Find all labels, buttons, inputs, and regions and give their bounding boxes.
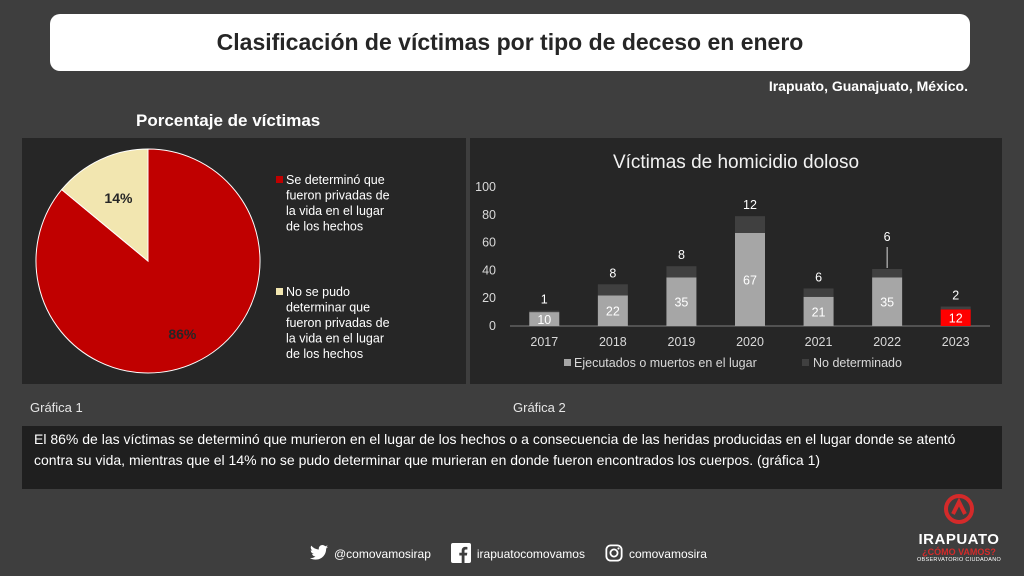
legend-swatch-2 <box>276 288 283 295</box>
bar-value-label-2017: 10 <box>537 313 551 327</box>
observatory-logo: IRAPUATO ¿CÓMO VAMOS? OBSERVATORIO CIUDA… <box>914 494 1004 572</box>
bar-top-label-2018: 8 <box>609 266 616 280</box>
figure-caption-2: Gráfica 2 <box>513 400 566 415</box>
bar-no-determinado-2019 <box>666 266 697 278</box>
bar-no-determinado-2020 <box>735 216 765 233</box>
summary-paragraph: El 86% de las víctimas se determinó que … <box>22 426 1002 489</box>
bar-no-determinado-2017 <box>529 310 560 313</box>
bar-value-label-2018: 22 <box>606 305 620 319</box>
twitter-handle: @comovamosirap <box>334 547 431 561</box>
logo-brand: IRAPUATO <box>918 531 1000 548</box>
x-tick-label: 2019 <box>668 335 696 349</box>
bar-top-label-2023: 2 <box>952 289 959 303</box>
bar-ejecutados-2023 <box>940 309 971 326</box>
bar-top-label-2022: 6 <box>884 230 891 244</box>
page-title: Clasificación de víctimas por tipo de de… <box>216 29 804 55</box>
bar-no-determinado-2018 <box>597 284 628 296</box>
pie-legend-label-2: No se pudo determinar que fueron privadas … <box>286 285 390 361</box>
legend-swatch-ejecutados <box>564 359 571 366</box>
bar-no-determinado-2022 <box>872 269 903 278</box>
bar-ejecutados-2018 <box>597 295 628 326</box>
bar-legend-label-1: Ejecutados o muertos en el lugar <box>574 356 757 370</box>
bar-value-label-2021: 21 <box>812 305 826 319</box>
legend-swatch-1 <box>276 176 283 183</box>
bar-top-label-2021: 6 <box>815 270 822 284</box>
x-tick-label: 2018 <box>599 335 627 349</box>
x-tick-label: 2020 <box>736 335 764 349</box>
bar-value-label-2019: 35 <box>674 296 688 310</box>
pie-chart-panel: 86% 14% Se determinó que fueron privadas de… <box>22 138 466 384</box>
bar-chart-title: Víctimas de homicidio doloso <box>613 152 859 173</box>
figure-caption-1: Gráfica 1 <box>30 400 83 415</box>
logo-mark-icon <box>944 494 974 524</box>
bar-top-label-2017: 1 <box>541 293 548 307</box>
facebook-icon <box>450 542 471 566</box>
instagram-icon <box>605 543 623 565</box>
bar-legend-label-2: No determinado <box>813 356 902 370</box>
facebook-handle: irapuatocomovamos <box>476 547 585 561</box>
y-tick-label: 0 <box>489 319 496 333</box>
instagram-link[interactable]: comovamosira <box>605 543 707 565</box>
location-label: Irapuato, Guanajuato, México. <box>768 78 968 94</box>
bar-ejecutados-2017 <box>529 312 560 326</box>
bar-value-label-2020: 67 <box>743 273 757 287</box>
bar-no-determinado-2021 <box>803 288 834 297</box>
social-footer: @comovamosirap irapuatocomovamos comovam… <box>310 542 717 566</box>
pie-chart-title: Porcentaje de víctimas <box>136 111 321 130</box>
twitter-icon <box>310 545 328 563</box>
instagram-handle: comovamosira <box>628 547 707 561</box>
bar-top-label-2019: 8 <box>678 248 685 262</box>
x-tick-label: 2017 <box>530 335 558 349</box>
bar-value-label-2022: 35 <box>880 296 894 310</box>
bar-no-determinado-2023 <box>940 306 971 310</box>
y-tick-label: 80 <box>482 208 496 222</box>
bar-chart-panel: Víctimas de homicidio doloso 0 20 40 60 80 100… <box>470 138 1002 384</box>
bar-chart: Víctimas de homicidio doloso 0 20 40 60 80 100… <box>475 152 990 370</box>
logo-tagline: ¿CÓMO VAMOS? <box>922 547 996 557</box>
pie-chart: 86% 14% Se determinó que fueron privadas de… <box>35 148 390 374</box>
legend-swatch-no-determinado <box>802 359 809 366</box>
bar-ejecutados-2022 <box>872 277 903 326</box>
y-tick-label: 20 <box>482 291 496 305</box>
bar-ejecutados-2019 <box>666 277 697 326</box>
bar-ejecutados-2021 <box>803 296 834 326</box>
x-tick-label: 2021 <box>805 335 833 349</box>
pie-data-label-2: 14% <box>104 190 133 206</box>
y-tick-label: 100 <box>475 180 496 194</box>
x-tick-label: 2022 <box>873 335 901 349</box>
pie-data-label-1: 86% <box>168 326 197 342</box>
twitter-link[interactable]: @comovamosirap <box>310 545 431 563</box>
bar-top-label-2020: 12 <box>743 198 757 212</box>
facebook-link[interactable]: irapuatocomovamos <box>450 542 585 566</box>
y-tick-label: 40 <box>482 263 496 277</box>
pie-legend-label-1: Se determinó que fueron privadas de la vid… <box>286 173 390 234</box>
bar-ejecutados-2020 <box>735 232 765 326</box>
logo-subtitle: OBSERVATORIO CIUDADANO <box>916 557 1002 563</box>
bar-value-label-2023: 12 <box>949 312 963 326</box>
y-tick-label: 60 <box>482 236 496 250</box>
x-tick-label: 2023 <box>942 335 970 349</box>
title-banner: Clasificación de víctimas por tipo de de… <box>50 14 970 71</box>
pie-slice-2 <box>60 148 149 263</box>
